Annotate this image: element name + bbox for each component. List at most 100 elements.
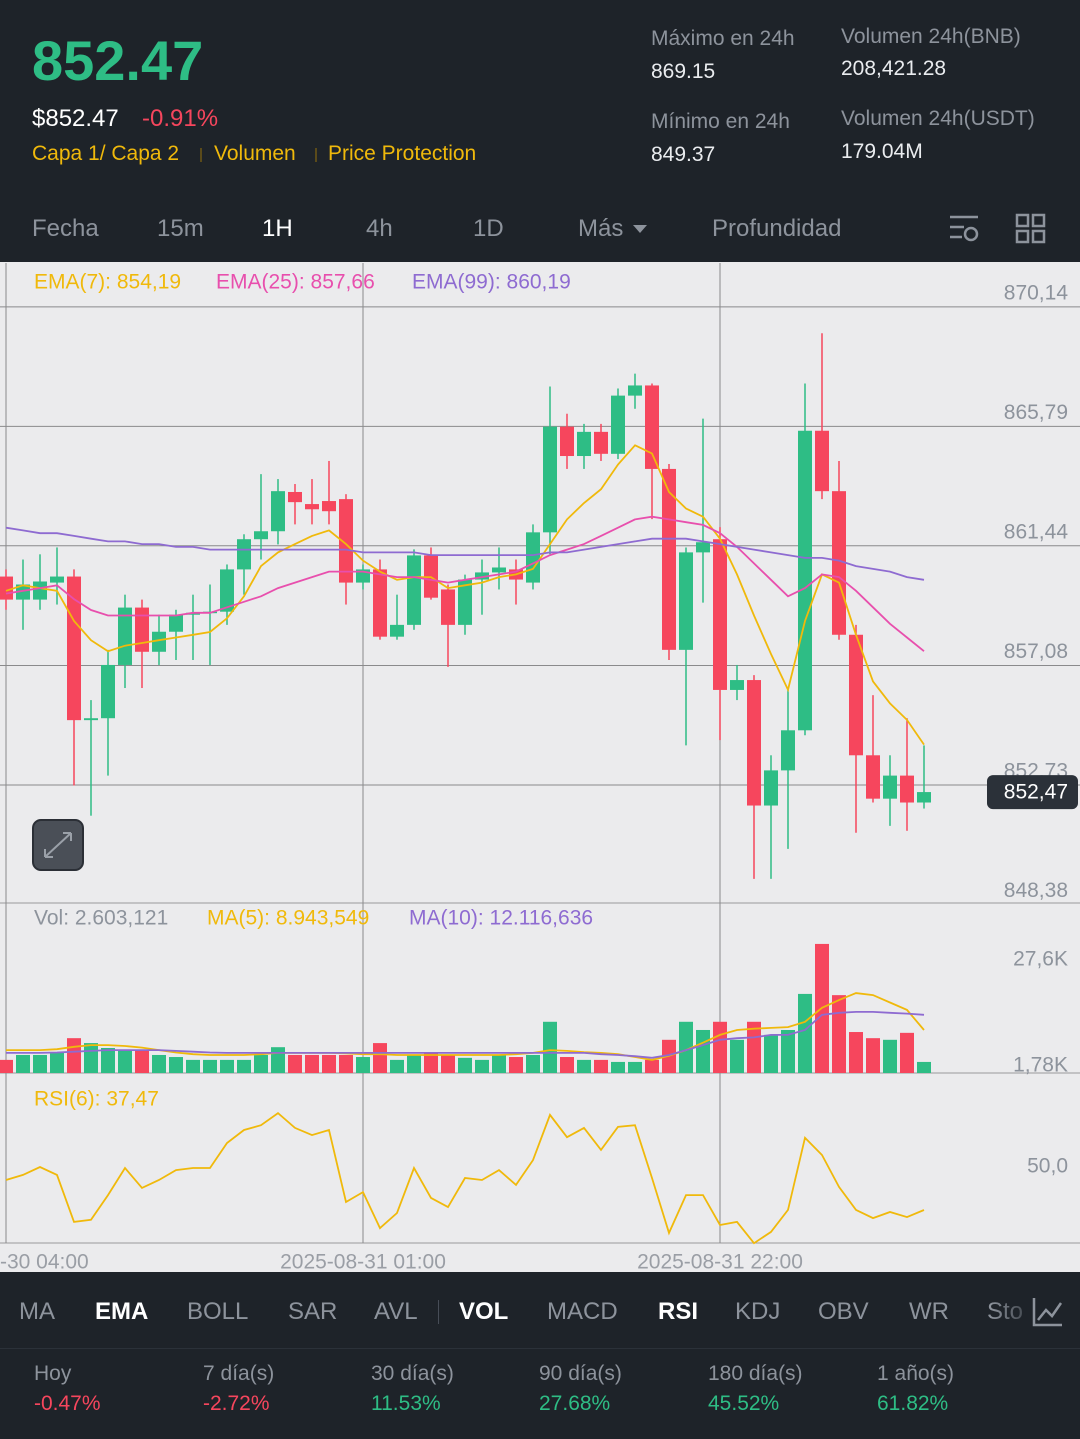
rsi-legend: RSI(6): 37,47	[34, 1088, 159, 1111]
volume-bar	[135, 1050, 149, 1073]
volume-bar	[271, 1047, 285, 1073]
tag[interactable]: Capa 1/ Capa 2	[32, 142, 180, 165]
indicator-tab[interactable]: EMA	[95, 1298, 149, 1325]
y-tick-label: 865,79	[1004, 401, 1068, 424]
candle-body	[492, 567, 506, 573]
candle-body	[254, 531, 268, 540]
ema-line	[5, 515, 925, 652]
indicator-tab[interactable]: OBV	[818, 1298, 869, 1325]
y-tick-label: 861,44	[1004, 520, 1069, 543]
volume-bar	[560, 1057, 574, 1073]
volume-bar	[390, 1059, 404, 1073]
indicator-tab[interactable]: BOLL	[187, 1298, 249, 1325]
layout-icon[interactable]	[1014, 212, 1048, 246]
candle-body	[441, 589, 455, 625]
volume-bar	[475, 1059, 489, 1073]
candle-body	[900, 775, 914, 803]
legend-entry: EMA(7): 854,19	[34, 271, 181, 294]
x-tick-label: 2025-08-31 01:00	[280, 1251, 446, 1272]
expand-button[interactable]	[32, 819, 84, 871]
volume-bar	[101, 1048, 115, 1073]
indicator-settings-icon[interactable]	[1031, 1295, 1065, 1329]
period-label: 1 año(s)	[877, 1362, 955, 1385]
indicator-tab[interactable]: VOL	[459, 1298, 509, 1325]
stat-label: Máximo en 24h	[651, 27, 795, 50]
candle-body	[288, 491, 302, 503]
candle-body	[475, 572, 489, 580]
candle-body	[339, 499, 353, 583]
tag[interactable]: Volumen	[214, 142, 296, 165]
candle-body	[832, 491, 846, 635]
indicator-tab[interactable]: SAR	[288, 1298, 338, 1325]
volume-bar	[832, 995, 846, 1073]
volume-bar	[305, 1054, 319, 1073]
indicator-tab[interactable]: KDJ	[735, 1298, 781, 1325]
volume-bar	[0, 1059, 13, 1073]
timeframe-tab[interactable]: Fecha	[32, 215, 99, 242]
candle-body	[849, 634, 863, 756]
stat-label: Volumen 24h(USDT)	[841, 107, 1035, 130]
candle-body	[611, 395, 625, 454]
timeframe-tab[interactable]: 1H	[262, 215, 293, 242]
period-change: 11.53%	[371, 1392, 441, 1415]
indicator-tab[interactable]: AVL	[374, 1298, 418, 1325]
volume-bar	[288, 1054, 302, 1073]
volume-bar	[781, 1029, 795, 1073]
timeframe-tab[interactable]: 1D	[473, 215, 504, 242]
price-change: -0.91%	[142, 105, 219, 132]
last-price-label: 852,47	[1004, 781, 1068, 804]
volume-tick-label: 1,78K	[1013, 1053, 1068, 1076]
volume-bar	[764, 1034, 778, 1073]
volume-bar	[713, 1021, 727, 1073]
volume-bar	[186, 1059, 200, 1073]
candle-body	[237, 539, 251, 570]
candle-body	[220, 569, 234, 612]
volume-bar	[237, 1059, 251, 1073]
volume-bar	[747, 1021, 761, 1073]
volume-bar	[33, 1054, 47, 1073]
stat-label: Volumen 24h(BNB)	[841, 25, 1021, 48]
indicator-divider	[438, 1300, 439, 1324]
volume-bar	[322, 1054, 336, 1073]
y-tick-label: 870,14	[1004, 281, 1069, 304]
volume-bar	[339, 1054, 353, 1073]
volume-bar	[407, 1054, 421, 1073]
candle-body	[390, 624, 404, 637]
volume-bar	[254, 1054, 268, 1073]
volume-bar	[118, 1050, 132, 1073]
stat-value: 208,421.28	[841, 57, 947, 80]
candle-body	[152, 631, 166, 652]
candle-body	[866, 755, 880, 799]
volume-bar	[798, 993, 812, 1073]
settings-icon[interactable]	[946, 212, 982, 246]
candle-body	[798, 430, 812, 731]
timeframe-tab[interactable]: Más	[578, 215, 624, 242]
candle-body	[33, 581, 47, 600]
volume-bar	[730, 1039, 744, 1073]
indicator-tab[interactable]: MA	[19, 1298, 55, 1325]
candle-body	[713, 539, 727, 690]
volume-bar	[679, 1021, 693, 1073]
period-change: 45.52%	[708, 1392, 780, 1415]
tag-divider	[315, 148, 317, 162]
indicator-tab[interactable]: MACD	[547, 1298, 618, 1325]
period-change: 61.82%	[877, 1392, 949, 1415]
volume-bar	[611, 1061, 625, 1073]
indicator-tab[interactable]: WR	[909, 1298, 949, 1325]
candle-body	[917, 792, 931, 803]
timeframe-tab[interactable]: 15m	[157, 215, 204, 242]
candle-body	[628, 385, 642, 396]
header-price: 852.47	[32, 29, 204, 92]
timeframe-tab[interactable]: 4h	[366, 215, 393, 242]
period-label: 180 día(s)	[708, 1362, 803, 1385]
timeframe-tab[interactable]: Profundidad	[712, 215, 842, 242]
candle-body	[594, 431, 608, 454]
candle-body	[883, 775, 897, 799]
candle-body	[67, 576, 81, 721]
tag[interactable]: Price Protection	[328, 142, 477, 165]
indicator-tab[interactable]: RSI	[658, 1298, 699, 1325]
x-tick-label: 2025-08-31 22:00	[637, 1251, 803, 1272]
last-price-tag	[987, 775, 1078, 810]
volume-bar	[373, 1043, 387, 1073]
candle-body	[101, 664, 115, 719]
